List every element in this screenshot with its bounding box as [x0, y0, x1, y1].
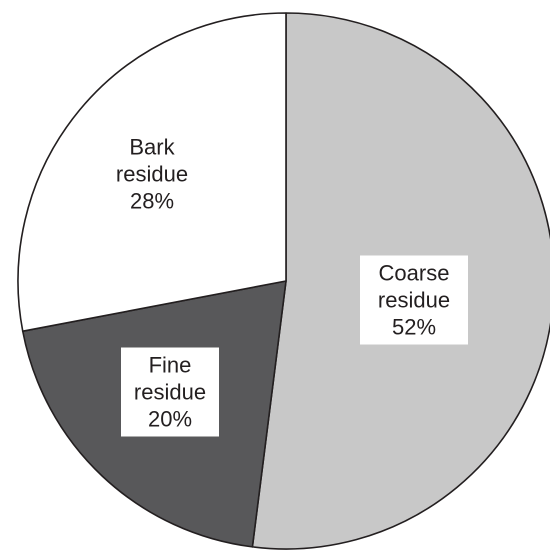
pie-slice-category-label: Bark — [129, 135, 175, 160]
pie-slice-category-label: Fine — [149, 353, 192, 378]
pie-slice-category-label: residue — [116, 162, 188, 187]
pie-slice-category-label: residue — [378, 288, 450, 313]
pie-labels: Coarseresidue52%Fineresidue20%Barkresidu… — [116, 135, 468, 437]
pie-label-background — [360, 255, 468, 345]
pie-slice-value-label: 20% — [148, 407, 192, 432]
pie-slices — [17, 12, 550, 550]
pie-slice-bark-residue — [17, 12, 287, 333]
pie-label-background — [121, 347, 219, 437]
pie-slice-value-label: 52% — [392, 315, 436, 340]
pie-slice-category-label: residue — [134, 380, 206, 405]
pie-slice-value-label: 28% — [130, 189, 174, 214]
pie-slice-category-label: Coarse — [379, 261, 450, 286]
